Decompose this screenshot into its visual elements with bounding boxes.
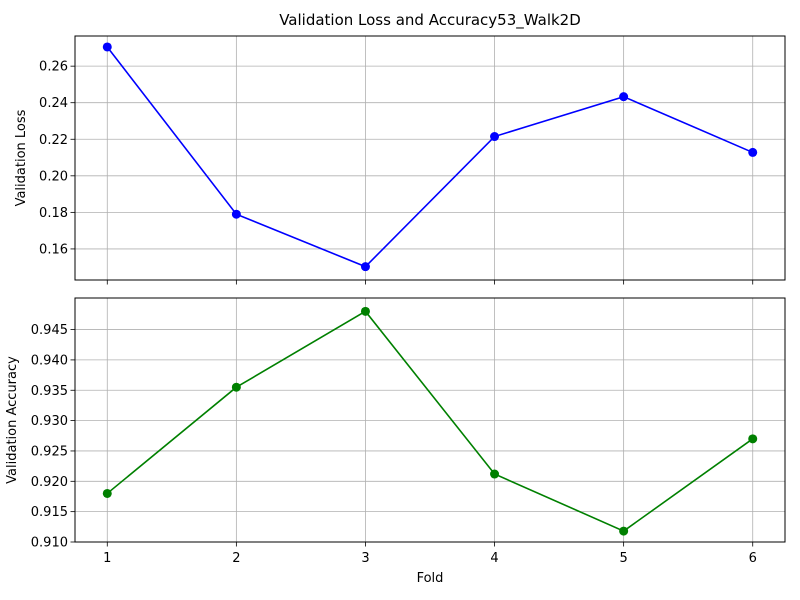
accuracy-xtick-label: 2 bbox=[232, 551, 240, 566]
loss-ytick-label: 0.22 bbox=[39, 133, 68, 148]
loss-data-point bbox=[748, 147, 758, 157]
loss-ylabel: Validation Loss bbox=[14, 109, 29, 206]
accuracy-data-point bbox=[619, 526, 629, 536]
accuracy-ytick-label: 0.940 bbox=[31, 353, 68, 368]
accuracy-ylabel: Validation Accuracy bbox=[5, 356, 20, 484]
loss-data-point bbox=[231, 209, 241, 219]
accuracy-data-point bbox=[748, 434, 758, 444]
accuracy-xtick-label: 5 bbox=[619, 551, 627, 566]
accuracy-xlabel: Fold bbox=[417, 571, 444, 586]
loss-axes-frame bbox=[74, 35, 786, 281]
chart-title: Validation Loss and Accuracy53_Walk2D bbox=[279, 11, 581, 30]
accuracy-xtick-label: 6 bbox=[749, 551, 757, 566]
loss-ytick-label: 0.24 bbox=[39, 96, 68, 111]
loss-data-point bbox=[102, 42, 112, 52]
loss-data-point bbox=[360, 262, 370, 272]
accuracy-data-point bbox=[231, 382, 241, 392]
accuracy-axes-frame bbox=[74, 297, 786, 543]
loss-ytick-label: 0.20 bbox=[39, 169, 68, 184]
accuracy-data-point bbox=[360, 306, 370, 316]
accuracy-ytick-label: 0.945 bbox=[31, 323, 68, 338]
accuracy-series-line bbox=[106, 310, 754, 532]
accuracy-ytick-label: 0.910 bbox=[31, 536, 68, 551]
loss-subplot: 0.16 0.18 0.20 0.22 0.24 0.26 Validation Loss V… bbox=[14, 11, 786, 285]
loss-series-line bbox=[106, 46, 754, 268]
accuracy-ytick-label: 0.930 bbox=[31, 414, 68, 429]
accuracy-subplot: 0.910 0.915 0.920 0.925 0.930 0.935 0.940 0.945… bbox=[5, 297, 786, 586]
loss-data-point bbox=[619, 92, 629, 102]
accuracy-ytick-label: 0.935 bbox=[31, 384, 68, 399]
accuracy-xtick-label: 1 bbox=[103, 551, 111, 566]
accuracy-xtick-label: 4 bbox=[490, 551, 498, 566]
accuracy-ytick-label: 0.915 bbox=[31, 505, 68, 520]
accuracy-ytick-label: 0.925 bbox=[31, 444, 68, 459]
accuracy-ytick-label: 0.920 bbox=[31, 475, 68, 490]
loss-data-point bbox=[490, 132, 500, 142]
accuracy-data-point bbox=[490, 469, 500, 479]
accuracy-data-point bbox=[102, 488, 112, 498]
accuracy-xtick-label: 3 bbox=[361, 551, 369, 566]
loss-ytick-label: 0.16 bbox=[39, 242, 68, 257]
loss-ytick-label: 0.26 bbox=[39, 60, 68, 75]
loss-ytick-label: 0.18 bbox=[39, 206, 68, 221]
